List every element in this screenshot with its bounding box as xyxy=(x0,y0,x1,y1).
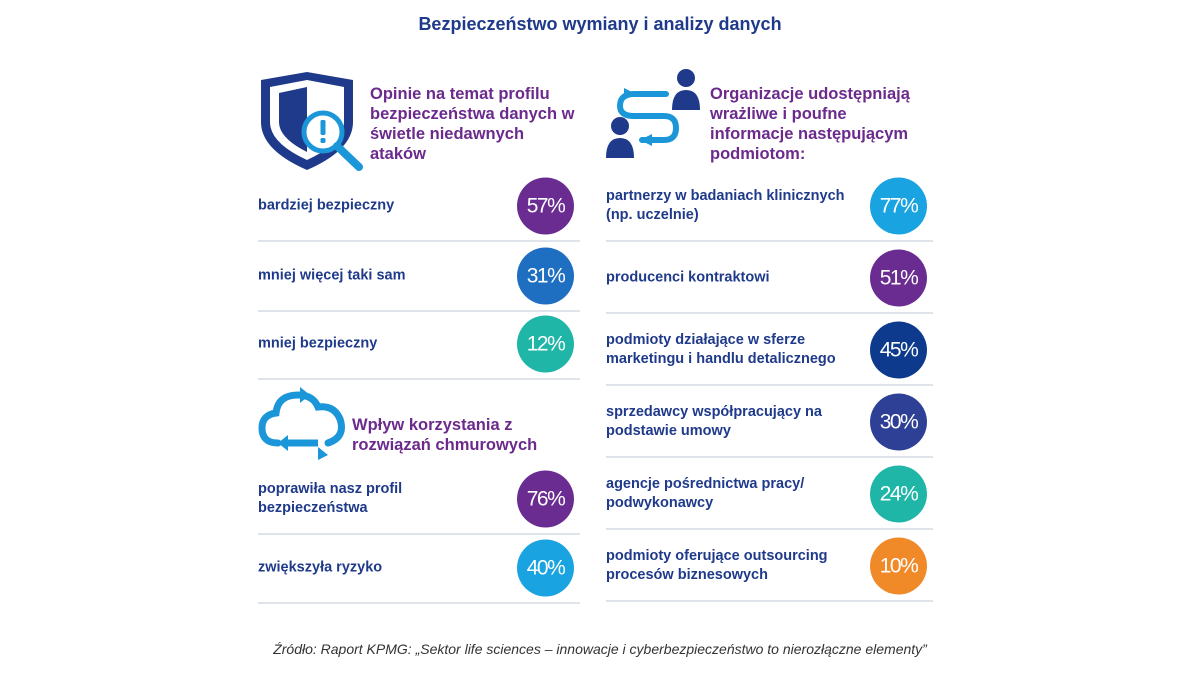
table-row: zwiększyła ryzyko 40% xyxy=(258,534,580,604)
value-circle: 51% xyxy=(870,249,927,307)
value-circle: 24% xyxy=(870,465,927,523)
table-row: producenci kontraktowi 51% xyxy=(606,244,933,314)
row-label: bardziej bezpieczny xyxy=(258,197,395,214)
table-row: podmioty oferujące outsourcing procesów … xyxy=(606,532,933,602)
people-exchange-icon xyxy=(606,69,700,158)
value-circle: 76% xyxy=(517,470,574,528)
table-row: partnerzy w badaniach klinicznych (np. u… xyxy=(606,172,933,242)
table-row: podmioty działające w sferze marketingu … xyxy=(606,316,933,386)
page-title: Bezpieczeństwo wymiany i analizy danych xyxy=(418,14,782,34)
row-label: mniej bezpieczny xyxy=(258,335,378,352)
value-circle: 57% xyxy=(517,177,574,235)
row-label: producenci kontraktowi xyxy=(606,269,770,286)
table-row: mniej więcej taki sam 31% xyxy=(258,242,580,312)
row-label: zwiększyła ryzyko xyxy=(258,559,383,576)
row-label: poprawiła nasz profil bezpieczeństwa xyxy=(258,481,403,516)
row-label: mniej więcej taki sam xyxy=(258,267,406,284)
section-title-cloud: Wpływ korzystania z rozwiązań chmurowych xyxy=(352,416,538,454)
value-circle: 10% xyxy=(870,537,927,595)
row-label: partnerzy w badaniach klinicznych (np. u… xyxy=(606,188,845,223)
table-row: sprzedawcy współpracujący na podstawie u… xyxy=(606,388,933,458)
row-label: agencje pośrednictwa pracy/ podwykonawcy xyxy=(606,476,805,511)
shield-magnifier-icon xyxy=(261,72,363,171)
cloud-sync-icon xyxy=(258,387,345,460)
section-title-info-sharing: Organizacje udostępniają wrażliwe i pouf… xyxy=(710,85,910,163)
section-title-security-profile: Opinie na temat profilu bezpieczeństwa d… xyxy=(370,85,575,163)
row-label: podmioty oferujące outsourcing procesów … xyxy=(606,548,828,583)
table-row: agencje pośrednictwa pracy/ podwykonawcy… xyxy=(606,460,933,530)
value-circle: 40% xyxy=(517,539,574,597)
row-label: sprzedawcy współpracujący na podstawie u… xyxy=(606,404,822,439)
table-row: bardziej bezpieczny 57% xyxy=(258,172,580,242)
value-circle: 12% xyxy=(517,315,574,373)
value-circle: 30% xyxy=(870,393,927,451)
row-label: podmioty działające w sferze marketingu … xyxy=(606,332,836,367)
value-circle: 45% xyxy=(870,321,927,379)
value-circle: 77% xyxy=(870,177,927,235)
table-row: mniej bezpieczny 12% xyxy=(258,310,580,380)
source-note: Źródło: Raport KPMG: „Sektor life scienc… xyxy=(273,641,927,657)
value-circle: 31% xyxy=(517,247,574,305)
table-row: poprawiła nasz profil bezpieczeństwa 76% xyxy=(258,465,580,535)
